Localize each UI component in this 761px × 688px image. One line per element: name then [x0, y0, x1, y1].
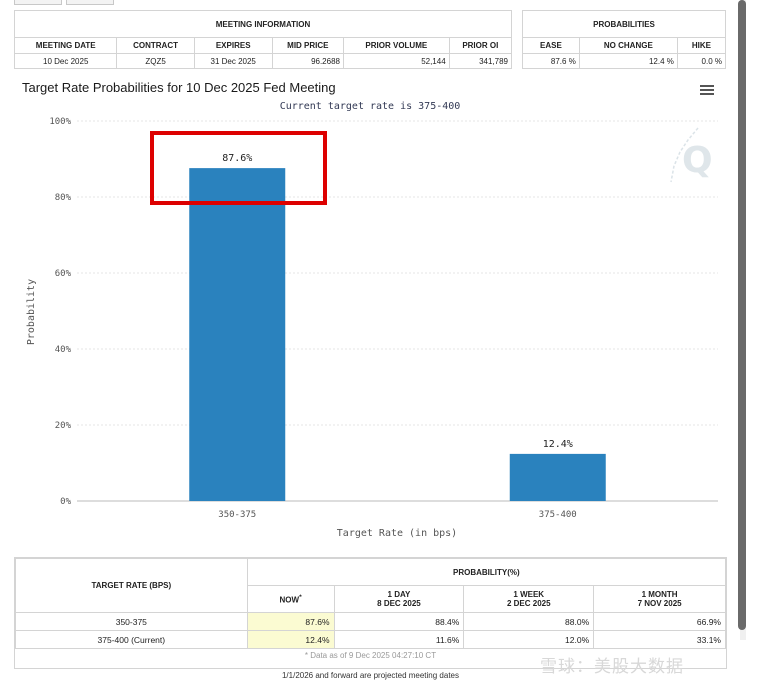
probability-header: PROBABILITY(%)	[246, 558, 727, 586]
col-1month-header: 1 MONTH 7 NOV 2025	[593, 585, 726, 613]
x-tick-label: 375-400	[539, 510, 577, 520]
rate-cell: 350-375	[15, 612, 248, 631]
col-prior-volume: PRIOR VOLUME	[342, 37, 450, 54]
target-rate-chart: Target Rate Probabilities for 10 Dec 202…	[22, 80, 718, 539]
data-label: 12.4%	[543, 439, 573, 450]
grid-layer: 0% 20% 40% 60% 80% 100%	[49, 117, 718, 507]
top-tab-1[interactable]	[14, 0, 62, 5]
contract-value: ZQZ5	[116, 53, 195, 69]
no-change-value: 12.4 %	[578, 53, 678, 69]
col-now-mark: *	[299, 593, 302, 601]
table-row: 375-400 (Current) 12.4% 11.6% 12.0% 33.1…	[15, 630, 726, 649]
q-logo-icon: Q	[670, 127, 713, 183]
x-axis-title: Target Rate (in bps)	[337, 528, 457, 539]
col-1day-date: 8 DEC 2025	[377, 599, 421, 608]
now-cell: 12.4%	[246, 630, 335, 649]
col-no-change: NO CHANGE	[578, 37, 678, 54]
probability-history-panel: TARGET RATE (BPS) PROBABILITY(%) NOW* 1 …	[14, 557, 727, 669]
prior-volume-value: 52,144	[342, 53, 450, 69]
hike-value: 0.0 %	[676, 53, 727, 69]
prior-oi-value: 341,789	[448, 53, 513, 69]
y-tick-label: 80%	[55, 193, 72, 203]
col-contract: CONTRACT	[116, 37, 195, 54]
y-tick-label: 0%	[60, 497, 71, 507]
month-cell: 33.1%	[593, 630, 726, 649]
col-now-label: NOW	[279, 595, 300, 605]
table-row: 350-375 87.6% 88.4% 88.0% 66.9%	[15, 612, 726, 631]
col-1month-date: 7 NOV 2025	[637, 599, 682, 608]
meeting-date-value: 10 Dec 2025	[13, 53, 118, 69]
mid-price-value: 96.2688	[271, 53, 344, 69]
x-tick-label: 350-375	[218, 510, 256, 520]
hamburger-menu-icon[interactable]	[700, 83, 714, 97]
watermark: 雪球：美股大数据	[540, 657, 684, 677]
vertical-scrollbar[interactable]	[737, 0, 747, 688]
week-cell: 88.0%	[463, 612, 595, 631]
probabilities-title: PROBABILITIES	[522, 10, 726, 38]
y-tick-label: 40%	[55, 345, 72, 355]
meeting-info-title: MEETING INFORMATION	[14, 10, 512, 38]
col-1day-header: 1 DAY 8 DEC 2025	[333, 585, 465, 613]
col-ease: EASE	[522, 37, 580, 54]
chart-title: Target Rate Probabilities for 10 Dec 202…	[22, 80, 336, 95]
scrollbar-thumb[interactable]	[738, 0, 746, 630]
expires-value: 31 Dec 2025	[193, 53, 273, 69]
svg-text:Q: Q	[682, 140, 713, 181]
col-meeting-date: MEETING DATE	[13, 37, 118, 54]
col-hike: HIKE	[676, 37, 727, 54]
y-tick-label: 100%	[49, 117, 71, 127]
target-rate-header: TARGET RATE (BPS)	[15, 558, 248, 613]
col-1week-date: 2 DEC 2025	[506, 599, 551, 608]
y-axis-title: Probability	[26, 279, 37, 345]
highlight-box	[150, 131, 327, 205]
col-expires: EXPIRES	[193, 37, 273, 54]
probability-history-table: TARGET RATE (BPS) PROBABILITY(%) NOW* 1 …	[15, 558, 727, 649]
week-cell: 12.0%	[463, 630, 595, 649]
col-now-header: NOW*	[246, 585, 335, 613]
col-prior-oi: PRIOR OI	[448, 37, 513, 54]
y-tick-label: 20%	[55, 421, 72, 431]
col-1week-label: 1 WEEK	[513, 590, 545, 599]
bar-350-375[interactable]	[189, 168, 286, 501]
ease-value: 87.6 %	[522, 53, 580, 69]
data-as-of-note: * Data as of 9 Dec 2025 04:27:10 CT	[304, 651, 437, 660]
day-cell: 11.6%	[333, 630, 465, 649]
col-mid-price: MID PRICE	[271, 37, 344, 54]
month-cell: 66.9%	[593, 612, 726, 631]
rate-cell: 375-400 (Current)	[15, 630, 248, 649]
data-label: 87.6%	[222, 153, 252, 164]
bar-375-400[interactable]	[509, 453, 606, 501]
labels-layer: 87.6% 350-375 12.4% 375-400	[218, 153, 576, 520]
probabilities-table: PROBABILITIES EASE NO CHANGE HIKE 87.6 %…	[522, 10, 727, 69]
projected-dates-footnote: 1/1/2026 and forward are projected meeti…	[281, 671, 459, 680]
day-cell: 88.4%	[333, 612, 465, 631]
meeting-information-table: MEETING INFORMATION MEETING DATE CONTRAC…	[13, 10, 513, 69]
chart-subtitle: Current target rate is 375-400	[280, 101, 461, 112]
now-cell: 87.6%	[246, 612, 335, 631]
col-1week-header: 1 WEEK 2 DEC 2025	[463, 585, 595, 613]
y-tick-label: 60%	[55, 269, 72, 279]
bars-layer	[189, 168, 606, 501]
col-1day-label: 1 DAY	[387, 590, 411, 599]
col-1month-label: 1 MONTH	[641, 590, 678, 599]
top-tab-2[interactable]	[66, 0, 114, 5]
